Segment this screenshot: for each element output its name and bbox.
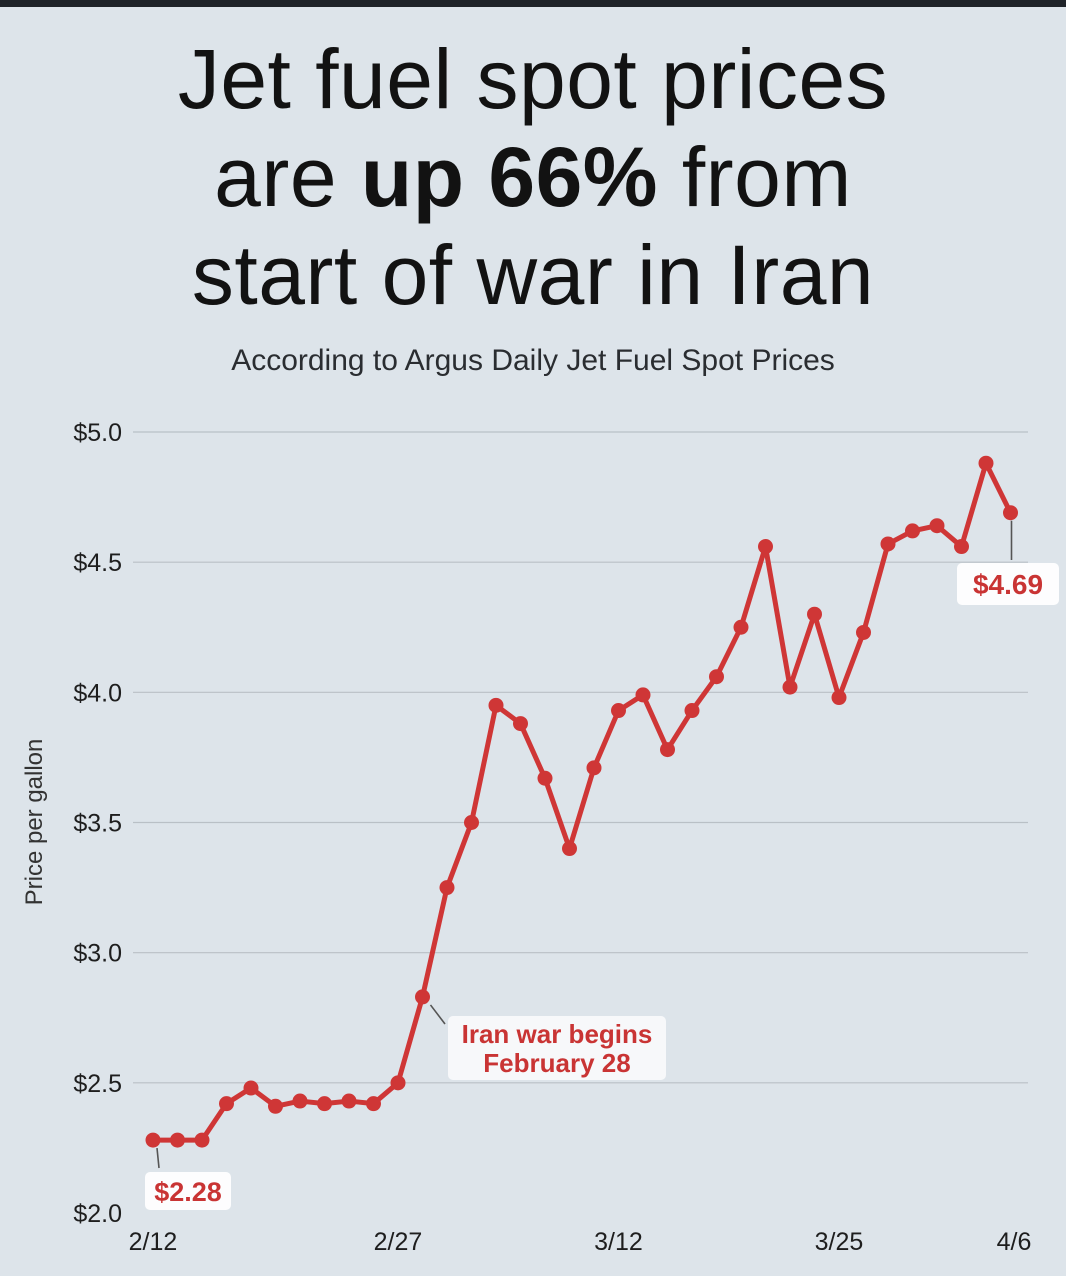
data-point (194, 1132, 210, 1148)
data-point (660, 742, 675, 758)
title-line-2: are up 66% from (0, 128, 1066, 226)
data-point (243, 1080, 259, 1096)
price-series (145, 455, 1018, 1148)
data-point (782, 679, 798, 695)
y-tick-label: $3.5 (73, 810, 122, 838)
data-point (170, 1132, 185, 1148)
x-tick-label: 4/6 (997, 1228, 1032, 1256)
data-point (880, 536, 896, 552)
data-point (317, 1096, 332, 1112)
data-point (856, 624, 871, 640)
data-point (929, 518, 945, 534)
y-tick-label: $5.0 (73, 419, 122, 447)
label-box-start (145, 1172, 231, 1210)
top-bar (0, 0, 1066, 7)
data-point (831, 690, 847, 706)
chart-title: Jet fuel spot prices are up 66% from sta… (0, 30, 1066, 324)
data-point (268, 1098, 283, 1114)
y-tick-label: $2.0 (73, 1200, 122, 1228)
data-point (488, 697, 504, 713)
data-point (905, 523, 920, 539)
data-point (219, 1096, 234, 1112)
data-point (611, 703, 626, 719)
chart-subtitle: According to Argus Daily Jet Fuel Spot P… (231, 344, 835, 377)
title-line-3: start of war in Iran (191, 228, 875, 322)
y-tick-label: $4.5 (73, 549, 122, 577)
title-highlight: up 66% (360, 130, 658, 224)
y-axis-ticks: $2.0 $2.5 $3.0 $3.5 $4.0 $4.5 $5.0 (73, 419, 122, 1228)
war-begins-label-line-1: Iran war begins (462, 1019, 653, 1049)
data-point (954, 539, 969, 555)
callout-line-war (429, 1004, 446, 1025)
data-point (807, 606, 822, 622)
title-line-2-post: from (658, 130, 852, 224)
x-tick-label: 2/12 (129, 1228, 178, 1256)
data-point (464, 815, 479, 830)
x-tick-label: 3/25 (815, 1228, 864, 1256)
data-point (439, 880, 455, 896)
title-line-2-pre: are (214, 130, 361, 224)
data-point (145, 1132, 161, 1148)
x-tick-label: 2/27 (374, 1228, 423, 1256)
callout-line-start (156, 1148, 160, 1169)
label-box-war (448, 1016, 666, 1080)
gridlines (133, 431, 1028, 1084)
data-point (733, 619, 749, 635)
y-tick-label: $3.0 (73, 940, 122, 968)
data-point (390, 1075, 406, 1091)
label-box-end (957, 563, 1059, 605)
data-point (684, 703, 700, 719)
y-tick-label: $2.5 (73, 1070, 122, 1098)
data-point (635, 687, 651, 703)
war-begins-label-line-2: February 28 (483, 1048, 630, 1078)
y-tick-label: $4.0 (73, 679, 122, 707)
data-point (366, 1096, 381, 1112)
data-point (709, 669, 724, 685)
data-point (978, 455, 994, 471)
data-point (292, 1093, 308, 1109)
data-point (415, 989, 430, 1005)
end-value-label: $4.69 (973, 569, 1043, 600)
data-point (513, 716, 528, 732)
data-point (341, 1093, 357, 1109)
data-point (586, 760, 602, 776)
data-point (562, 841, 577, 857)
x-tick-label: 3/12 (594, 1228, 643, 1256)
data-point (537, 770, 553, 786)
start-value-label: $2.28 (154, 1177, 222, 1207)
title-line-1: Jet fuel spot prices (177, 32, 889, 126)
data-point (1003, 505, 1018, 521)
data-point (758, 539, 773, 555)
y-axis-label: Price per gallon (21, 739, 48, 906)
x-axis-ticks: 2/12 2/27 3/12 3/25 4/6 (129, 1228, 1032, 1256)
